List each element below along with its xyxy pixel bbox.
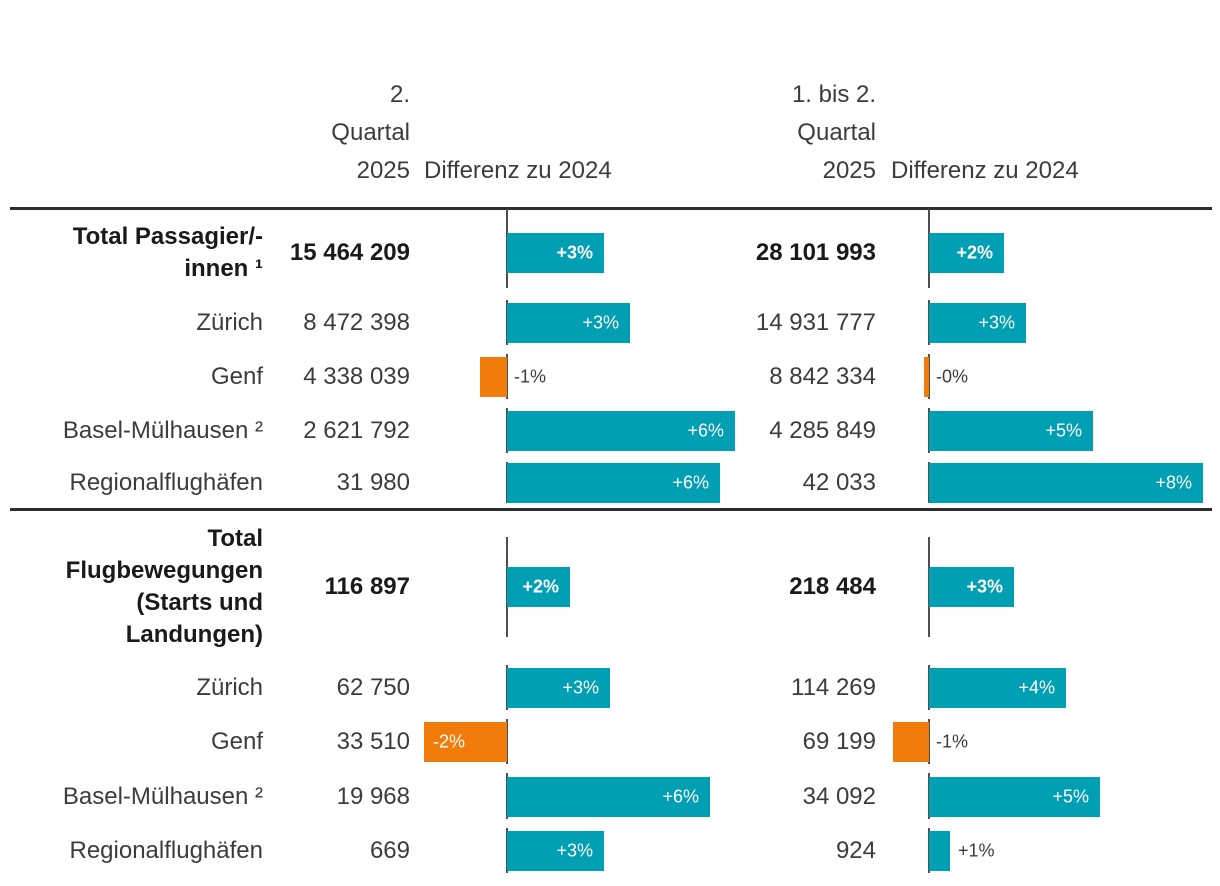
diff-label: -2% (433, 731, 466, 752)
diff-bar: +3% (507, 831, 604, 871)
row-label: Basel-Mülhausen ² (62, 417, 263, 444)
diff-label: +6% (662, 786, 699, 806)
row-label: Regionalflughäfen (69, 469, 264, 496)
diff-bar: +2% (929, 232, 1004, 273)
value-ytd: 14 931 777 (755, 309, 876, 336)
diff-label: +5% (1045, 420, 1082, 441)
diff-bar: +5% (929, 776, 1100, 817)
diff-label: +4% (1018, 677, 1055, 698)
diff-label: +6% (687, 420, 724, 441)
axis-line (928, 719, 930, 764)
row-label: Total Passagier/- innen ¹ (72, 222, 263, 282)
diff-label: +3% (556, 840, 593, 861)
diff-bar: +2% (507, 567, 570, 607)
value-q2: 2 621 792 (303, 417, 410, 444)
row-label: Genf (210, 363, 263, 390)
diff-label: +3% (556, 242, 593, 262)
axis-line (506, 719, 508, 764)
diff-bar: +3% (929, 567, 1014, 607)
diff-bar (893, 722, 929, 762)
table-row-zurich-passengers: Zürich 8 472 398 +3% 14 931 777 +3% (0, 296, 1220, 350)
value-ytd: 8 842 334 (769, 363, 876, 390)
diff-bar: +3% (507, 303, 630, 343)
diff-bar: +6% (507, 776, 710, 817)
diff-label: +1% (958, 840, 995, 861)
diff-label: +8% (1155, 472, 1192, 493)
table-row-total-movements: Total Flugbewegungen (Starts und Landung… (0, 513, 1220, 661)
value-ytd: 4 285 849 (769, 417, 876, 444)
table-row-regional-passengers: Regionalflughäfen 31 980 +6% 42 033 +8% (0, 458, 1220, 508)
column-header-q2-quartal-2025: 2. Quartal 2025 (331, 81, 410, 184)
table-row-genf-passengers: Genf 4 338 039 -1% 8 842 334 -0% (0, 350, 1220, 404)
value-q2: 8 472 398 (303, 309, 410, 336)
value-ytd: 69 199 (802, 728, 876, 755)
diff-label: -1% (514, 366, 547, 387)
axis-line (928, 354, 930, 399)
diff-label: +2% (956, 242, 993, 262)
diff-bar (480, 357, 507, 397)
row-label: Genf (210, 728, 263, 755)
diff-bar: +3% (507, 668, 610, 708)
diff-label: +2% (522, 576, 559, 597)
diff-bar: -2% (424, 722, 507, 762)
value-q2: 62 750 (336, 674, 410, 701)
value-ytd: 28 101 993 (755, 238, 876, 266)
axis-line (506, 354, 508, 399)
column-header-differenz-1: Differenz zu 2024 (424, 157, 612, 184)
value-q2: 19 968 (336, 782, 410, 810)
value-ytd: 34 092 (802, 782, 876, 810)
value-q2: 15 464 209 (289, 238, 410, 266)
table-row-basel-passengers: Basel-Mülhausen ² 2 621 792 +6% 4 285 84… (0, 404, 1220, 458)
diff-bar: +8% (929, 463, 1203, 503)
diff-label: +3% (966, 576, 1003, 597)
divider-sections (10, 508, 1212, 511)
value-q2: 669 (369, 837, 410, 864)
table-row-basel-movements: Basel-Mülhausen ² 19 968 +6% 34 092 +5% (0, 769, 1220, 824)
table-row-genf-movements: Genf 33 510 -2% 69 199 -1% (0, 715, 1220, 769)
row-label: Zürich (196, 309, 263, 336)
value-q2: 4 338 039 (303, 363, 410, 390)
diff-label: +3% (562, 677, 599, 698)
value-ytd: 218 484 (789, 573, 876, 600)
diff-bar (924, 357, 929, 397)
diff-label: +6% (672, 472, 709, 493)
row-label: Total Flugbewegungen (Starts und Landung… (65, 525, 263, 648)
value-q2: 116 897 (324, 573, 410, 600)
row-label: Regionalflughäfen (69, 837, 264, 864)
row-label: Zürich (196, 674, 263, 701)
row-label: Basel-Mülhausen ² (62, 782, 263, 810)
value-ytd: 924 (835, 837, 876, 864)
column-header-differenz-2: Differenz zu 2024 (891, 157, 1079, 184)
diff-bar: +4% (929, 668, 1066, 708)
value-q2: 33 510 (336, 728, 410, 755)
value-q2: 31 980 (336, 469, 410, 496)
diff-bar: +3% (507, 232, 604, 273)
divider-top (10, 207, 1212, 210)
diff-bar: +5% (929, 411, 1093, 451)
diff-label: -1% (936, 731, 969, 752)
diff-bar (929, 831, 950, 871)
value-ytd: 114 269 (791, 674, 876, 701)
diff-label: +5% (1052, 786, 1089, 806)
diff-label: -0% (936, 366, 969, 387)
diff-bar: +6% (507, 463, 720, 503)
value-ytd: 42 033 (802, 469, 876, 496)
table-row-total-passengers: Total Passagier/- innen ¹ 15 464 209 +3%… (0, 209, 1220, 296)
diff-label: +3% (582, 312, 619, 333)
diff-bar: +3% (929, 303, 1026, 343)
column-header-1-bis-2-quartal-2025: 1. bis 2. Quartal 2025 (791, 81, 876, 184)
diff-bar: +6% (507, 411, 735, 451)
table-row-zurich-movements: Zürich 62 750 +3% 114 269 +4% (0, 661, 1220, 715)
diff-label: +3% (978, 312, 1015, 333)
table-row-regional-movements: Regionalflughäfen 669 +3% 924 +1% (0, 824, 1220, 878)
